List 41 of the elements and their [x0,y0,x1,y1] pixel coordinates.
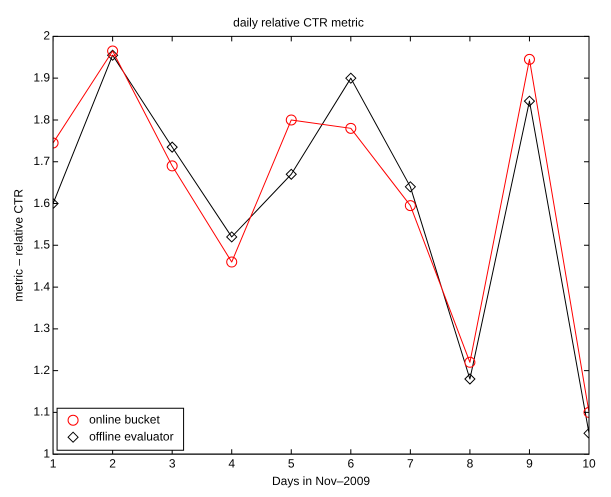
x-tick-label: 4 [228,456,236,471]
y-tick-label: 1 [43,446,50,461]
point [107,46,118,57]
point [226,256,238,268]
point [404,200,416,212]
point [524,54,535,65]
y-tick-label: 2 [43,28,50,43]
y-tick-label: 1.7 [33,154,50,168]
y-tick-label: 1.1 [33,404,50,419]
point [464,356,476,368]
point [166,160,178,172]
point [404,181,416,192]
y-tick-label: 1.3 [33,321,50,336]
x-tick-label: 2 [109,456,116,471]
x-tick-label: 6 [347,456,354,471]
legend-label: online bucket [89,412,160,427]
x-tick-label: 10 [582,456,596,471]
point [524,96,535,107]
legend-label: offline evaluator [89,430,174,444]
y-tick-label: 1.8 [33,112,50,126]
y-tick-label: 1.5 [33,238,50,252]
point [345,72,356,84]
y-tick-label: 1.4 [33,279,50,294]
x-tick-label: 5 [288,456,295,471]
y-tick-label: 1.6 [33,196,50,210]
point [107,50,118,61]
chart-title: daily relative CTR metric [233,16,364,30]
x-tick-label: 7 [407,456,414,471]
x-tick-label: 9 [526,456,534,471]
point [464,373,476,384]
point [166,142,178,153]
point [345,122,356,134]
x-axis-title: Days in Nov–2009 [272,474,370,488]
y-axis-title: metric – relative CTR [12,188,26,302]
point [286,168,297,180]
point [226,231,238,242]
y-tick-label: 1.9 [33,70,50,84]
x-tick-label: 3 [168,456,176,471]
x-tick-label: 8 [466,456,474,471]
point [286,114,297,126]
y-tick-label: 1.2 [33,362,50,377]
